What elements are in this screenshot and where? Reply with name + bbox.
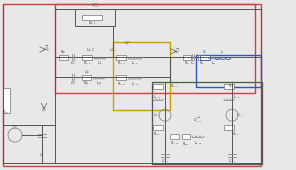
Text: $L_g$: $L_g$ [96, 79, 102, 88]
Text: $P_0$: $P_0$ [12, 123, 18, 131]
Text: $R_{gn}$: $R_{gn}$ [182, 140, 190, 147]
Bar [196, 55, 261, 87]
Bar [82, 55, 92, 60]
Text: $C_0$: $C_0$ [70, 80, 76, 87]
Text: $L_{s,1}$: $L_{s,1}$ [153, 94, 161, 101]
Text: $U_{l,1}$: $U_{l,1}$ [153, 111, 161, 119]
Bar [116, 75, 126, 80]
Bar [82, 75, 91, 80]
Text: $U_s$: $U_s$ [41, 106, 47, 114]
Text: $\overrightarrow{U}$: $\overrightarrow{U}$ [175, 47, 181, 56]
Bar [59, 55, 68, 60]
Text: $L_{s,1}$: $L_{s,1}$ [131, 59, 139, 67]
Text: $\overrightarrow{U_b}$: $\overrightarrow{U_b}$ [44, 44, 50, 54]
Bar [3, 4, 261, 166]
Bar [55, 4, 255, 93]
Bar [224, 125, 234, 130]
Bar [113, 42, 170, 110]
Text: $C_{u,2}$: $C_{u,2}$ [228, 157, 236, 165]
Text: $U_{L,2}$: $U_{L,2}$ [109, 47, 117, 54]
Bar [182, 134, 190, 139]
Bar [183, 55, 191, 60]
Bar [170, 134, 179, 139]
Text: $R_{c1,1}$: $R_{c1,1}$ [170, 82, 180, 90]
Text: $L_s$: $L_s$ [221, 49, 226, 56]
Text: $R_{s,1}$: $R_{s,1}$ [153, 130, 161, 138]
Text: $C_{u,1}$: $C_{u,1}$ [161, 157, 169, 165]
Text: $R_p$: $R_p$ [60, 48, 66, 57]
Text: $R_g$: $R_g$ [83, 79, 89, 88]
Text: $R_{s,2}$: $R_{s,2}$ [232, 130, 240, 138]
Text: $R_{h,3}$: $R_{h,3}$ [117, 59, 125, 67]
Text: $R_{h,2}$: $R_{h,2}$ [83, 59, 91, 67]
Text: $R_{h,g}$: $R_{h,g}$ [117, 80, 125, 87]
Text: $\overrightarrow{U_{h,m}}$: $\overrightarrow{U_{h,m}}$ [193, 115, 203, 125]
Text: $R_d$: $R_d$ [184, 59, 190, 67]
Bar [198, 55, 206, 60]
Text: $R_d$: $R_d$ [199, 59, 205, 67]
Text: $R_s$: $R_s$ [202, 49, 208, 56]
Text: $U_{l,2}$: $U_{l,2}$ [236, 111, 244, 119]
Bar [82, 15, 102, 20]
Text: $R_{h0}$: $R_{h0}$ [2, 108, 10, 116]
Bar [152, 82, 262, 164]
Text: $R_{h,m}$: $R_{h,m}$ [170, 139, 180, 147]
Bar [3, 88, 10, 113]
Text: $L_{s,2}$: $L_{s,2}$ [233, 94, 241, 101]
Bar [224, 84, 234, 89]
Text: $U_{L,2}$: $U_{L,2}$ [86, 47, 94, 54]
Bar [200, 55, 210, 60]
Text: $U_p$: $U_p$ [84, 68, 90, 77]
Bar [153, 84, 163, 89]
Text: $L_{s,g}$: $L_{s,g}$ [131, 80, 139, 87]
Bar [116, 55, 126, 60]
Text: $L_1$: $L_1$ [97, 59, 103, 67]
Text: $C_1$: $C_1$ [190, 59, 196, 67]
Text: $U_i^+$: $U_i^+$ [124, 39, 132, 48]
Text: $L_{s,m}$: $L_{s,m}$ [194, 139, 202, 147]
Text: $R_{m,2}$: $R_{m,2}$ [228, 82, 237, 90]
Text: $C_1$: $C_1$ [70, 59, 76, 67]
Bar [153, 125, 163, 130]
Text: $U_{L,1}^+$: $U_{L,1}^+$ [91, 1, 99, 10]
Text: $C_c$: $C_c$ [39, 151, 45, 159]
Text: $R_{s,1}$: $R_{s,1}$ [88, 20, 96, 27]
Text: $L_d$: $L_d$ [211, 59, 217, 67]
